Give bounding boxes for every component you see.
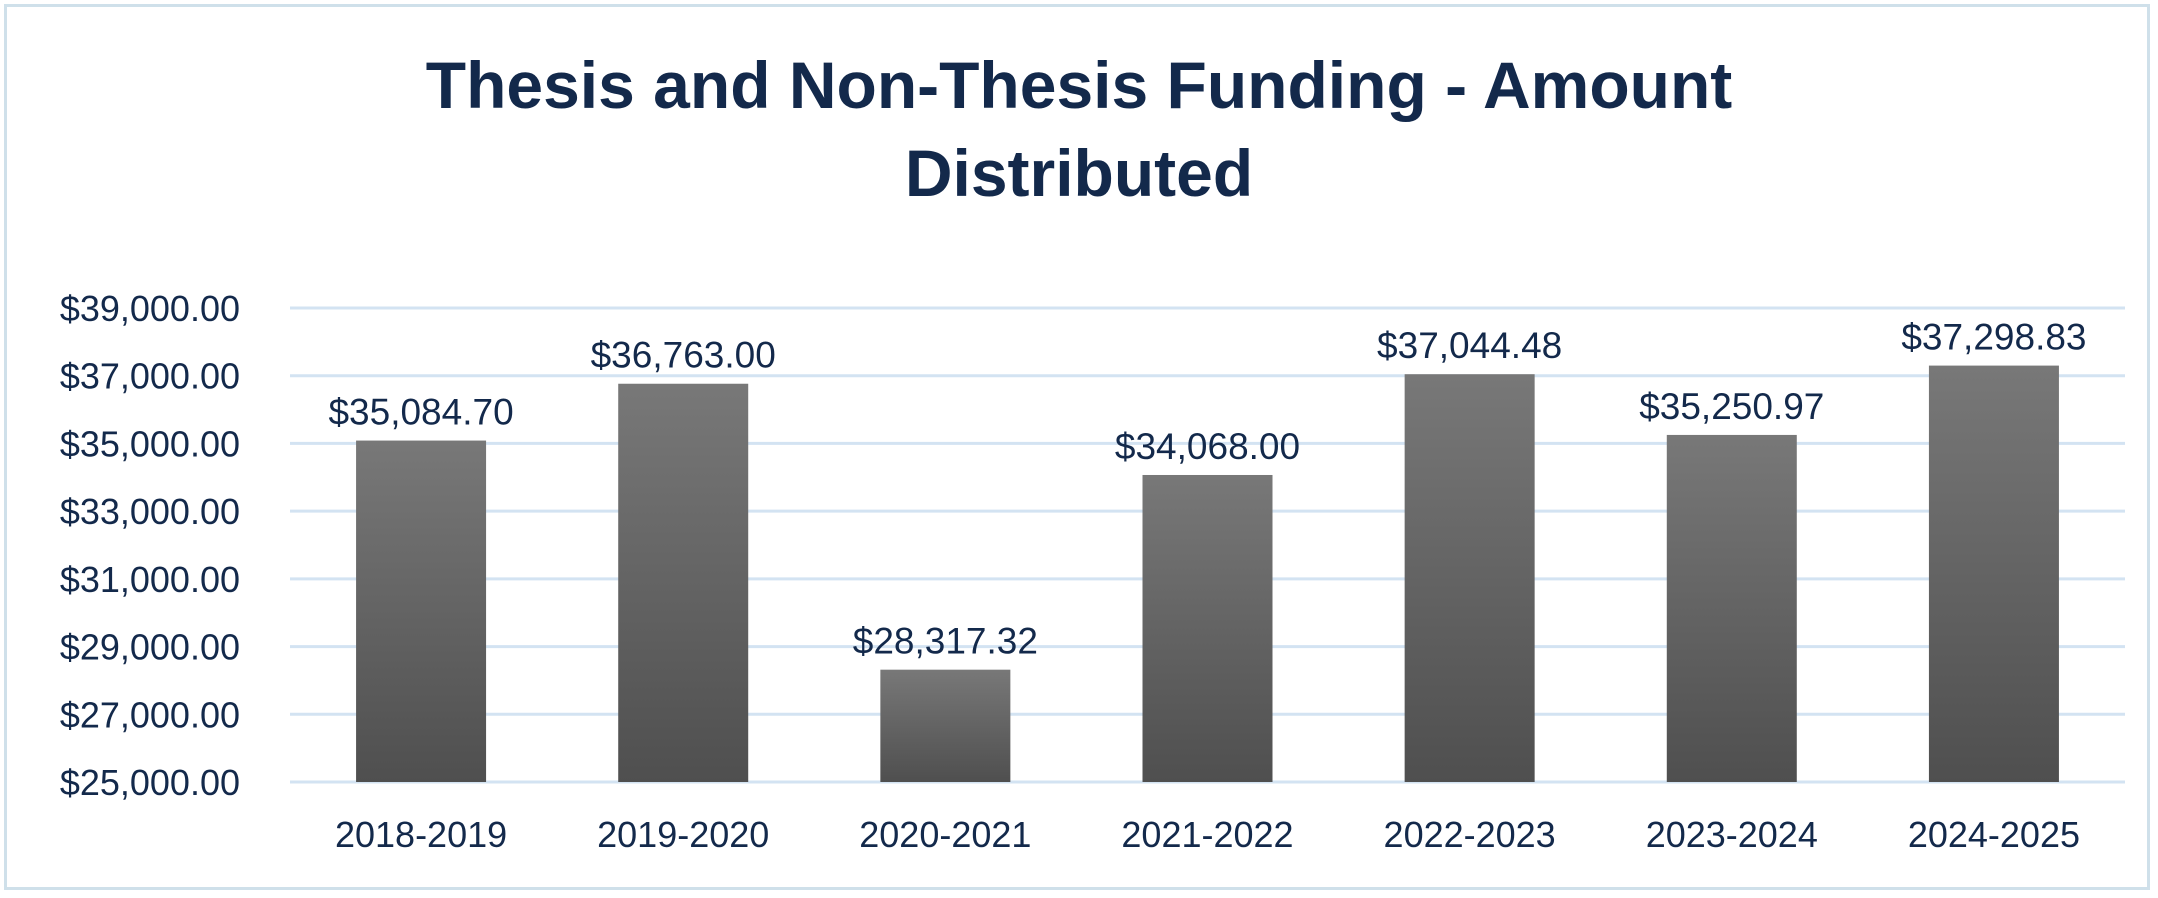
- bar-2022-2023: [1404, 374, 1535, 782]
- bar-2019-2020: [618, 383, 749, 782]
- data-label-2022-2023: $37,044.48: [1377, 325, 1562, 366]
- bars: [356, 365, 2059, 782]
- chart-title-line-2: Distributed: [905, 136, 1253, 210]
- y-tick-label: $33,000.00: [60, 491, 240, 532]
- data-label-2019-2020: $36,763.00: [591, 335, 776, 376]
- chart-title-line-1: Thesis and Non-Thesis Funding - Amount: [426, 48, 1733, 122]
- x-tick-label-2018-2019: 2018-2019: [335, 814, 507, 855]
- x-tick-label-2022-2023: 2022-2023: [1384, 814, 1556, 855]
- x-tick-label-2020-2021: 2020-2021: [859, 814, 1031, 855]
- data-label-2020-2021: $28,317.32: [853, 621, 1038, 662]
- bar-2020-2021: [880, 669, 1011, 782]
- y-tick-label: $39,000.00: [60, 288, 240, 329]
- data-label-2018-2019: $35,084.70: [328, 392, 513, 433]
- bar-2024-2025: [1928, 365, 2059, 782]
- x-tick-label-2019-2020: 2019-2020: [597, 814, 769, 855]
- y-tick-label: $25,000.00: [60, 762, 240, 803]
- y-tick-label: $27,000.00: [60, 694, 240, 735]
- data-label-2023-2024: $35,250.97: [1639, 386, 1824, 427]
- data-labels: $35,084.70 $36,763.00 $28,317.32 $34,068.00…: [328, 317, 2086, 662]
- y-tick-label: $31,000.00: [60, 559, 240, 600]
- x-axis-ticks: 2018-2019 2019-2020 2020-2021 2021-2022 2022…: [335, 814, 2080, 855]
- x-tick-label-2021-2022: 2021-2022: [1121, 814, 1293, 855]
- x-tick-label-2024-2025: 2024-2025: [1908, 814, 2080, 855]
- y-tick-label: $37,000.00: [60, 356, 240, 397]
- y-axis-ticks: $25,000.00 $27,000.00 $29,000.00 $31,000.00…: [60, 288, 240, 803]
- y-tick-label: $29,000.00: [60, 627, 240, 668]
- data-label-2024-2025: $37,298.83: [1901, 317, 2086, 358]
- bar-2021-2022: [1142, 474, 1273, 782]
- bar-2023-2024: [1666, 434, 1797, 782]
- data-label-2021-2022: $34,068.00: [1115, 426, 1300, 467]
- bar-2018-2019: [356, 440, 487, 782]
- x-tick-label-2023-2024: 2023-2024: [1646, 814, 1818, 855]
- y-tick-label: $35,000.00: [60, 423, 240, 464]
